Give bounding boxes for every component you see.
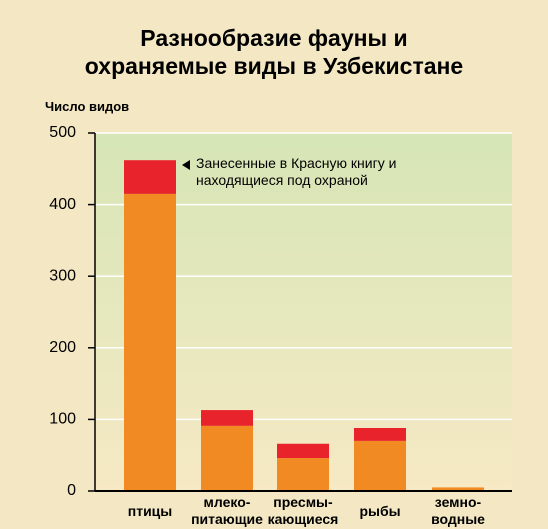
annotation: Занесенные в Красную книгу и находящиеся…	[196, 155, 397, 188]
y-tick-label: 0	[67, 482, 76, 499]
bar-segment	[201, 410, 253, 426]
y-tick-label: 100	[49, 411, 76, 428]
annotation-pointer	[182, 160, 190, 170]
bar-segment	[277, 443, 329, 459]
bar-segment	[201, 425, 253, 491]
bar-segment	[124, 160, 176, 194]
x-tick-label: земно- водные	[431, 494, 485, 527]
bar-segment	[354, 440, 406, 491]
x-tick-label: птицы	[127, 502, 173, 519]
x-tick-label: рыбы	[359, 502, 401, 519]
bar-segment	[432, 487, 484, 491]
bar-segment	[124, 193, 176, 492]
y-tick-label: 200	[49, 339, 76, 356]
y-tick-label: 400	[49, 196, 76, 213]
y-axis-label: Число видов	[45, 99, 130, 114]
y-tick-label: 300	[49, 267, 76, 284]
x-tick-label: млеко- питающие	[191, 494, 263, 527]
bar-segment	[277, 458, 329, 491]
chart-title: Разнообразие фауны и охраняемые виды в У…	[84, 25, 464, 79]
y-tick-label: 500	[49, 124, 76, 141]
x-tick-label: пресмы- кающиеся	[267, 494, 339, 527]
bar-segment	[354, 427, 406, 441]
